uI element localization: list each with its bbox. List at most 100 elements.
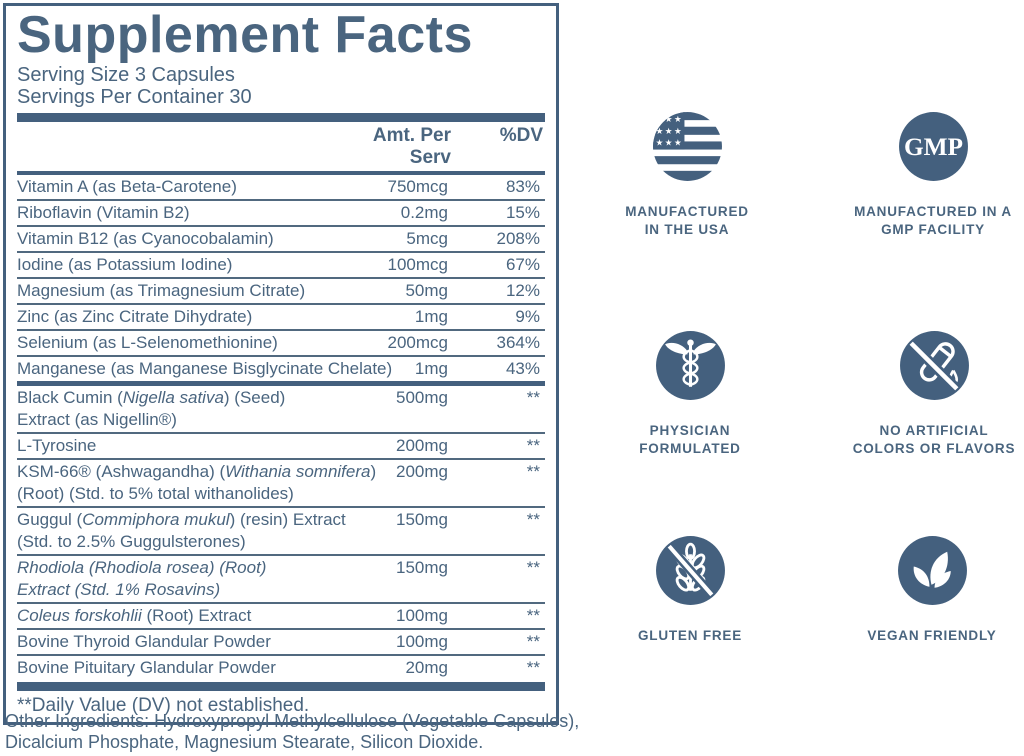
ingredient-dv: 83% [505, 177, 540, 197]
ingredient-dv: 9% [515, 307, 540, 327]
other-ingredients-line: Other Ingredients: Hydroxypropyl Methylc… [5, 711, 580, 731]
ingredient-dv: ** [526, 632, 540, 652]
column-header-spacer [17, 125, 346, 169]
badge-label-gmp-facility: MANUFACTURED IN A GMP FACILITY [854, 203, 1012, 239]
ingredient-name: L-Tyrosine [17, 436, 97, 456]
ingredient-amount: 100mcg [387, 255, 448, 275]
ingredient-name: Rhodiola (Rhodiola rosea) (Root) Extract … [17, 558, 267, 600]
ingredient-name: Coleus forskohlii (Root) Extract [17, 606, 252, 626]
ingredient-name: Bovine Thyroid Glandular Powder [17, 632, 271, 652]
gluten-free-icon [655, 536, 725, 605]
badge-label-physician-formulated: PHYSICIAN FORMULATED [639, 422, 741, 458]
ingredient-name: Zinc (as Zinc Citrate Dihydrate) [17, 307, 253, 327]
serving-size: Serving Size 3 Capsules [17, 64, 235, 87]
ingredient-amount: 100mg [396, 632, 448, 652]
ingredient-amount: 0.2mg [400, 203, 448, 223]
vegan-leaves-icon [897, 536, 967, 605]
ingredient-amount: 150mg [396, 558, 448, 578]
ingredient-amount: 20mg [405, 658, 448, 678]
header-divider-bar [17, 113, 545, 123]
ingredient-name: Magnesium (as Trimagnesium Citrate) [17, 281, 306, 301]
ingredient-dv: ** [526, 462, 540, 482]
badge-gmp-facility: GMP MANUFACTURED IN A GMP FACILITY [817, 110, 1024, 239]
ingredient-name: Black Cumin (Nigella sativa) (Seed) Extra… [17, 388, 286, 430]
badge-physician-formulated: PHYSICIAN FORMULATED [574, 329, 806, 458]
svg-text:★★★: ★★★ [655, 127, 683, 137]
amount-column-header: Amt. Per Serv [372, 125, 451, 169]
supplement-facts-panel: Supplement Facts Serving Size 3 Capsules… [3, 3, 559, 726]
ingredient-dv: 67% [505, 255, 540, 275]
ingredient-amount: 5mcg [406, 229, 448, 249]
badge-vegan-friendly: VEGAN FRIENDLY [816, 534, 1024, 645]
badge-label-line: FORMULATED [639, 441, 741, 456]
usa-flag-icon: ★★★ ★★★ ★★★ [652, 112, 722, 181]
ingredient-dv: ** [526, 436, 540, 456]
ingredient-dv: 43% [505, 359, 540, 379]
other-ingredients: Other Ingredients: Hydroxypropyl Methylc… [5, 711, 580, 753]
ingredient-dv: 15% [505, 203, 540, 223]
badge-label-line: MANUFACTURED IN A [854, 204, 1012, 219]
footnote-divider-bar [17, 682, 545, 692]
ingredient-dv: ** [526, 388, 540, 408]
ingredient-dv: ** [526, 658, 540, 678]
ingredient-name: Riboflavin (Vitamin B2) [17, 203, 190, 223]
ingredient-row: Riboflavin (Vitamin B2) 0.2mg 15% [17, 199, 545, 225]
badge-label-line: GLUTEN FREE [637, 628, 743, 643]
supplement-facts-title: Supplement Facts [17, 6, 473, 64]
ingredient-row: Coleus forskohlii (Root) Extract 100mg ** [17, 602, 545, 628]
ingredient-rows: Vitamin A (as Beta-Carotene) 750mcg 83% Rib… [17, 175, 545, 680]
ingredient-amount: 200mcg [387, 333, 448, 353]
ingredient-dv: ** [526, 558, 540, 578]
ingredient-row: Selenium (as L-Selenomethionine) 200mcg 36… [17, 329, 545, 355]
svg-text:★★★: ★★★ [655, 115, 683, 125]
badge-label-made-in-usa: MANUFACTURED IN THE USA [625, 203, 749, 239]
gmp-text: GMP [903, 133, 962, 161]
badge-made-in-usa: ★★★ ★★★ ★★★ MANUFACTURED IN THE USA [571, 110, 803, 239]
ingredient-amount: 500mg [396, 388, 448, 408]
ingredient-row: KSM-66® (Ashwagandha) (Withania somnifer… [17, 458, 545, 506]
ingredient-name: Vitamin B12 (as Cyanocobalamin) [17, 229, 274, 249]
badge-label-line: GMP FACILITY [881, 222, 985, 237]
ingredient-amount: 1mg [414, 307, 448, 327]
ingredient-name: Vitamin A (as Beta-Carotene) [17, 177, 237, 197]
column-header-underline [17, 171, 545, 176]
ingredient-row: L-Tyrosine 200mg ** [17, 432, 545, 458]
other-ingredients-line: Dicalcium Phosphate, Magnesium Stearate,… [5, 732, 484, 752]
ingredient-dv: ** [526, 510, 540, 530]
ingredient-amount: 200mg [396, 462, 448, 482]
ingredient-name: Selenium (as L-Selenomethionine) [17, 333, 278, 353]
ingredient-amount: 1mg [414, 359, 448, 379]
badge-no-artificial: NO ARTIFICIAL COLORS OR FLAVORS [818, 329, 1024, 458]
ingredient-row: Vitamin A (as Beta-Carotene) 750mcg 83% [17, 175, 545, 199]
badge-label-line: MANUFACTURED [625, 204, 749, 219]
ingredient-row: Vitamin B12 (as Cyanocobalamin) 5mcg 208% [17, 225, 545, 251]
ingredient-dv: 208% [496, 229, 540, 249]
badge-label-line: NO ARTIFICIAL [879, 423, 989, 438]
badge-label-line: IN THE USA [644, 222, 730, 237]
badge-gluten-free: GLUTEN FREE [574, 534, 806, 645]
gmp-icon: GMP [898, 112, 968, 181]
badge-label-line: VEGAN FRIENDLY [867, 628, 997, 643]
ingredient-name: KSM-66® (Ashwagandha) (Withania somnifer… [17, 462, 377, 504]
badge-label-gluten-free: GLUTEN FREE [638, 627, 742, 645]
ingredient-row: Rhodiola (Rhodiola rosea) (Root) Extract … [17, 554, 545, 602]
badge-label-vegan-friendly: VEGAN FRIENDLY [867, 627, 996, 645]
section-divider [17, 381, 545, 387]
ingredient-row: Black Cumin (Nigella sativa) (Seed) Extra… [17, 386, 545, 432]
table-column-headers: Amt. Per Serv %DV [17, 122, 545, 171]
ingredient-amount: 100mg [396, 606, 448, 626]
ingredient-row: Guggul (Commiphora mukul) (resin) Extrac… [17, 506, 545, 554]
ingredient-amount: 150mg [396, 510, 448, 530]
ingredient-row: Iodine (as Potassium Iodine) 100mcg 67% [17, 251, 545, 277]
ingredient-dv: 364% [496, 333, 540, 353]
daily-value-footnote: **Daily Value (DV) not established. [17, 695, 310, 717]
ingredient-name: Iodine (as Potassium Iodine) [17, 255, 233, 275]
ingredient-dv: 12% [505, 281, 540, 301]
ingredient-amount: 750mcg [387, 177, 448, 197]
ingredient-row: Magnesium (as Trimagnesium Citrate) 50mg 1… [17, 277, 545, 303]
ingredient-row: Manganese (as Manganese Bisglycinate Che… [17, 355, 545, 381]
servings-per-container: Servings Per Container 30 [17, 86, 252, 109]
badge-label-line: COLORS OR FLAVORS [852, 441, 1016, 456]
ingredient-name: Bovine Pituitary Glandular Powder [17, 658, 276, 678]
ingredient-dv: ** [526, 606, 540, 626]
